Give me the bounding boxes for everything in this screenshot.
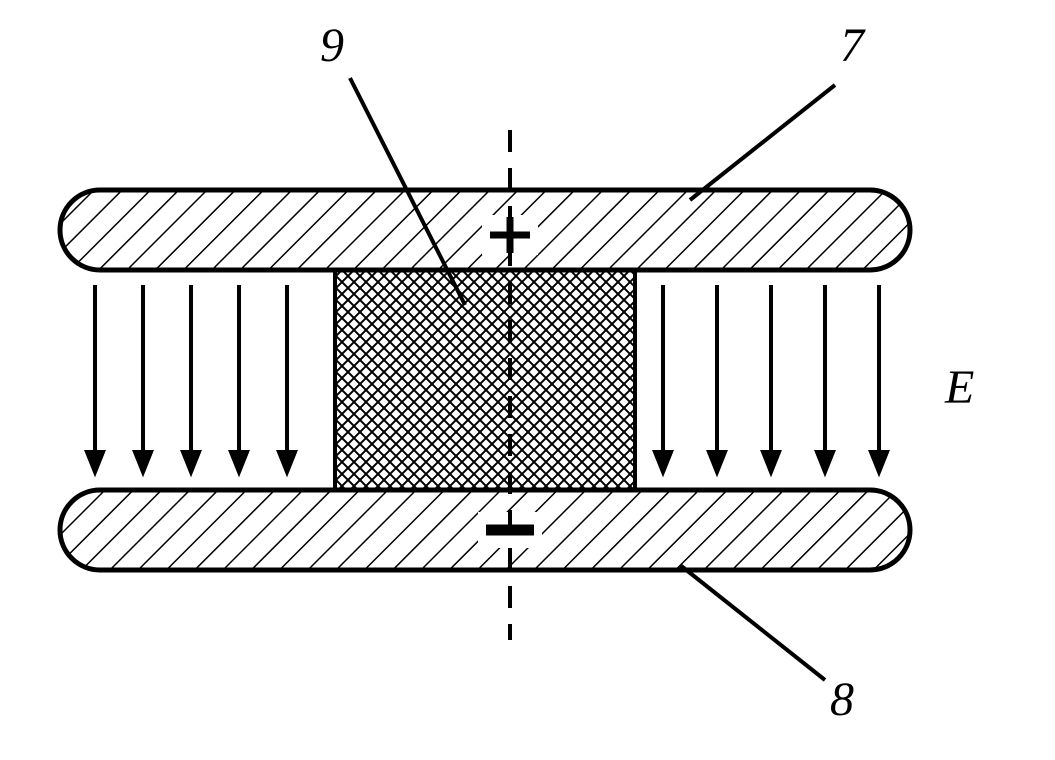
label-8: 8 (830, 672, 854, 727)
field-arrows-left (87, 285, 295, 472)
label-9: 9 (320, 18, 344, 73)
field-arrows-right (655, 285, 887, 472)
leader-line-7 (690, 85, 835, 200)
label-E: E (945, 360, 974, 415)
diagram-svg (0, 0, 1055, 755)
leader-line-8 (680, 565, 825, 680)
capacitor-diagram: 9 7 8 E (0, 0, 1055, 755)
center-block (335, 270, 635, 490)
label-7: 7 (840, 18, 864, 73)
